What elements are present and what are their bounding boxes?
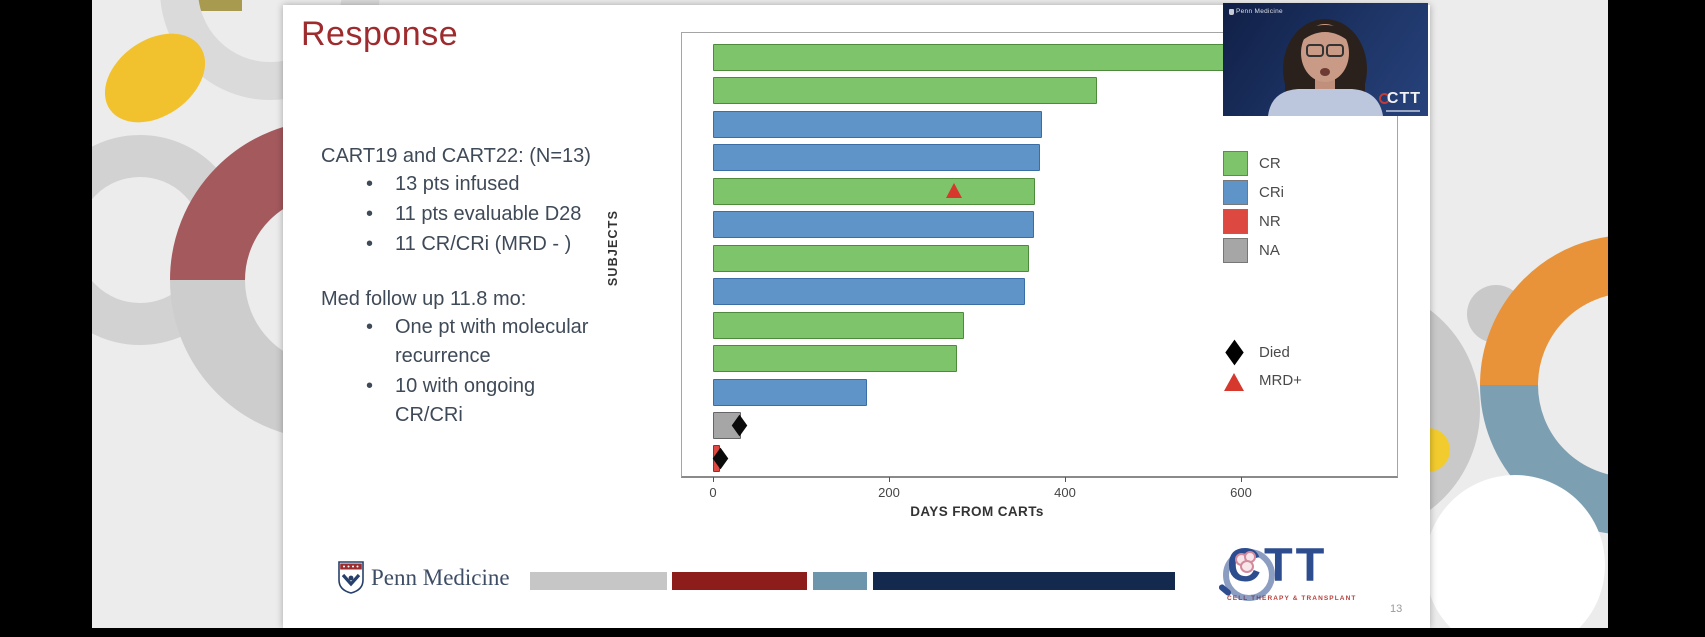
bullet-icon: •: [366, 316, 374, 338]
speaker-figure: [1268, 19, 1383, 116]
brand-bar-navy: [873, 572, 1175, 590]
ctt-cells-icon: [1235, 551, 1257, 573]
bar-subject-1: [713, 44, 1294, 71]
legend-died-marker-icon: [1225, 339, 1244, 366]
bar-subject-5: [713, 177, 1036, 205]
legend-label-died: Died: [1259, 344, 1290, 361]
presentation-slide: Response CART19 and CART22: (N=13) • 13 …: [283, 3, 1430, 628]
penn-medicine-logo-text: Penn Medicine: [371, 564, 510, 590]
legend-swatch-cri: [1223, 180, 1248, 205]
text-line: recurrence: [395, 345, 491, 367]
x-axis-tick: [889, 477, 890, 482]
slide-page-number: 13: [1390, 603, 1403, 615]
x-axis-tick-label: 200: [878, 485, 900, 500]
y-axis-label: SUBJECTS: [606, 209, 620, 287]
legend-label-na: NA: [1259, 242, 1280, 259]
video-stage: Response CART19 and CART22: (N=13) • 13 …: [92, 0, 1608, 628]
legend-label-cr: CR: [1259, 155, 1281, 172]
bar-subject-4: [713, 144, 1040, 172]
bullet-icon: •: [366, 203, 374, 225]
webcam-ctt-badge-subline: [1386, 110, 1420, 112]
bar-subject-2: [713, 77, 1097, 105]
slide-title: Response: [301, 15, 459, 53]
bar-subject-11: [713, 378, 867, 406]
legend-swatch-cr: [1223, 151, 1248, 176]
x-axis-tick: [1065, 477, 1066, 482]
brand-bar-red: [672, 572, 807, 590]
text-group2-bullet-2: 10 with ongoing CR/CRi: [395, 372, 535, 430]
legend-swatch-na: [1223, 238, 1248, 263]
mrd-positive-marker: [946, 182, 963, 198]
bar-subject-10: [713, 345, 957, 373]
ctt-badge-icon: [1379, 93, 1390, 104]
penn-medicine-logo: Penn Medicine: [338, 561, 510, 594]
bar-subject-3: [713, 110, 1043, 138]
speaker-webcam: Penn Medicine CTT: [1223, 3, 1428, 116]
webcam-watermark: Penn Medicine: [1229, 8, 1283, 15]
text-line: 10 with ongoing: [395, 375, 536, 397]
text-group1-bullet-1: 13 pts infused: [395, 173, 520, 195]
penn-shield-icon: [338, 561, 364, 594]
webcam-watermark-text: Penn Medicine: [1236, 8, 1283, 15]
ctt-logo: CTT CELL THERAPY & TRANSPLANT: [1217, 539, 1397, 602]
legend-swatch-nr: [1223, 209, 1248, 234]
brand-bar-steel: [813, 572, 867, 590]
x-axis-tick: [1241, 477, 1242, 482]
text-group1-header: CART19 and CART22: (N=13): [321, 145, 591, 167]
legend-label-mrd-plus: MRD+: [1259, 372, 1302, 389]
text-group2-bullet-1: One pt with molecular recurrence: [395, 313, 588, 371]
bar-subject-6: [713, 211, 1035, 239]
legend-mrd-marker-icon: [1224, 373, 1244, 391]
text-group1-bullet-2: 11 pts evaluable D28: [395, 203, 582, 225]
x-axis-tick-label: 0: [709, 485, 717, 500]
text-line: CR/CRi: [395, 404, 463, 426]
x-axis-tick: [713, 477, 714, 482]
legend-label-cri: CRi: [1259, 184, 1284, 201]
bar-subject-7: [713, 244, 1029, 272]
legend-label-nr: NR: [1259, 213, 1281, 230]
x-axis-tick-label: 400: [1054, 485, 1076, 500]
penn-shield-icon: [1229, 8, 1234, 15]
text-group1-bullet-3: 11 CR/CRi (MRD - ): [395, 233, 572, 255]
bullet-icon: •: [366, 375, 374, 397]
x-axis-tick-label: 600: [1230, 485, 1252, 500]
text-line: One pt with molecular: [395, 316, 589, 338]
bar-subject-9: [713, 311, 964, 339]
text-group2-header: Med follow up 11.8 mo:: [321, 288, 527, 310]
ctt-logo-subtext: CELL THERAPY & TRANSPLANT: [1227, 595, 1357, 602]
decor-white-circle: [1425, 475, 1605, 628]
bullet-icon: •: [366, 233, 374, 255]
chart-plot-area: DAYS FROM CARTs 0 200 400 600 CR CRi NR NA Died M…: [681, 32, 1398, 519]
bullet-icon: •: [366, 173, 374, 195]
bar-subject-8: [713, 278, 1026, 306]
webcam-ctt-badge: CTT: [1386, 90, 1421, 107]
x-axis-label: DAYS FROM CARTs: [910, 504, 1044, 519]
brand-bar-gray: [530, 572, 667, 590]
